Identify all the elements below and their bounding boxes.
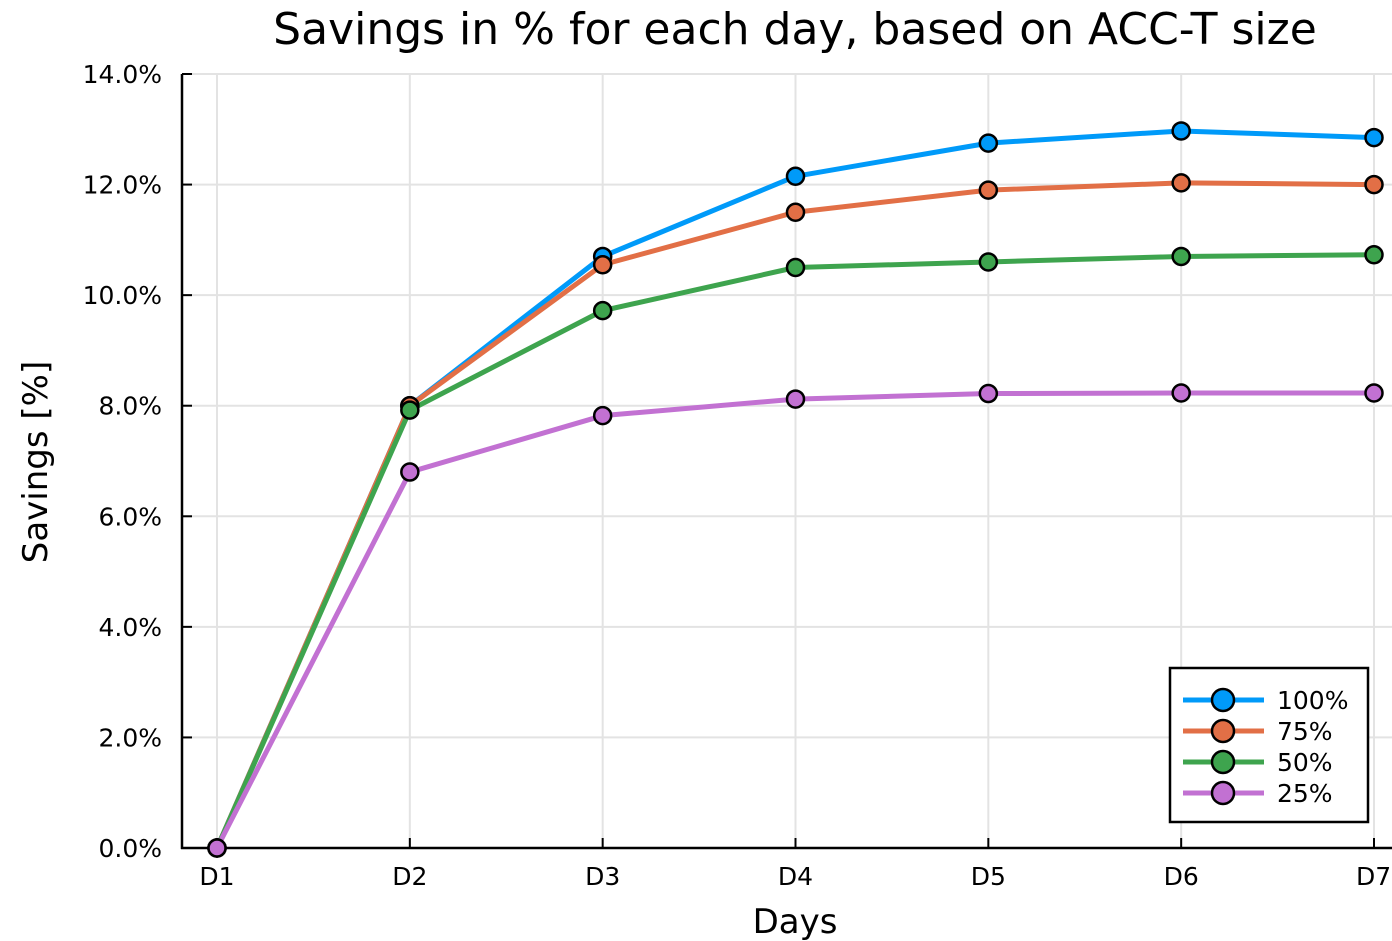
legend-marker xyxy=(1210,749,1236,775)
data-point xyxy=(978,383,999,404)
axes xyxy=(180,73,1392,850)
data-point xyxy=(1171,383,1191,403)
data-point xyxy=(785,389,806,409)
x-tick-label: D6 xyxy=(1164,862,1199,891)
data-point xyxy=(1364,127,1384,148)
x-tick-label: D1 xyxy=(199,862,234,891)
legend-label: 100% xyxy=(1277,686,1348,715)
legend: 100%75%50%25% xyxy=(1168,666,1370,824)
data-point xyxy=(1171,246,1191,267)
data-point xyxy=(978,252,999,272)
data-point xyxy=(1171,173,1191,193)
data-point xyxy=(978,180,999,200)
y-tick-label: 14.0% xyxy=(83,60,162,89)
data-point xyxy=(400,462,420,482)
data-point xyxy=(1171,121,1191,141)
legend-marker xyxy=(1210,718,1236,744)
data-point xyxy=(785,257,806,278)
x-tick-label: D5 xyxy=(971,862,1006,891)
data-point xyxy=(785,166,806,187)
data-point xyxy=(400,400,420,420)
legend-label: 25% xyxy=(1277,779,1333,808)
tick-labels: 0.0% 2.0% 4.0% 6.0% 8.0% 10.0% 12.0% 14.0% D1 D2 D… xyxy=(83,60,1392,891)
y-axis-label: Savings [%] xyxy=(16,361,56,563)
y-tick-label: 4.0% xyxy=(98,613,162,642)
y-tick-label: 8.0% xyxy=(98,392,162,421)
data-point xyxy=(592,254,613,275)
data-point xyxy=(592,405,613,426)
legend-box xyxy=(1168,666,1370,824)
legend-marker xyxy=(1210,687,1236,713)
legend-marker xyxy=(1210,780,1236,806)
data-point xyxy=(207,838,227,858)
y-tick-label: 6.0% xyxy=(98,502,162,531)
data-point xyxy=(1364,174,1384,195)
data-point xyxy=(592,300,613,321)
legend-label: 75% xyxy=(1277,717,1333,746)
y-tick-label: 12.0% xyxy=(83,171,162,200)
data-point xyxy=(1364,383,1384,403)
data-point xyxy=(785,202,806,222)
data-point xyxy=(1364,245,1384,265)
data-series xyxy=(207,121,1384,858)
x-tick-label: D7 xyxy=(1356,862,1391,891)
y-tick-label: 0.0% xyxy=(98,834,162,863)
chart-title: Savings in % for each day, based on ACC-… xyxy=(273,4,1317,55)
x-tick-label: D4 xyxy=(778,862,813,891)
legend-label: 50% xyxy=(1277,748,1333,777)
x-tick-label: D3 xyxy=(585,862,620,891)
x-axis-label: Days xyxy=(753,902,838,941)
y-tick-label: 10.0% xyxy=(83,281,162,310)
data-point xyxy=(978,133,999,153)
y-tick-label: 2.0% xyxy=(98,723,162,752)
x-tick-label: D2 xyxy=(392,862,427,891)
